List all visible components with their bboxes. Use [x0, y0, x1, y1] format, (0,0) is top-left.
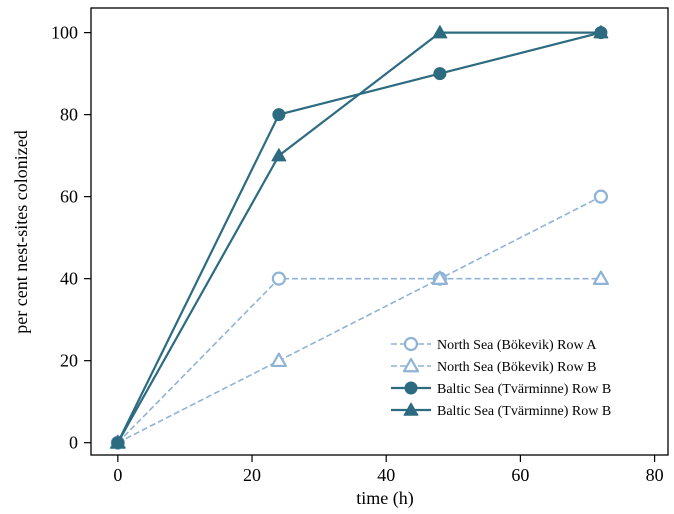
- x-tick-label: 80: [646, 465, 664, 485]
- x-tick-label: 20: [243, 465, 261, 485]
- x-axis-ticks: 0 20 40 60 80: [113, 455, 664, 485]
- y-tick-label: 100: [51, 23, 78, 43]
- y-tick-label: 20: [60, 351, 78, 371]
- y-axis-ticks: 0 20 40 60 80 100: [51, 23, 91, 453]
- data-point: [272, 108, 286, 122]
- legend-swatch-marker: [403, 402, 419, 416]
- data-point: [432, 25, 448, 39]
- y-tick-label: 80: [60, 105, 78, 125]
- x-axis-label: time (h): [356, 488, 413, 509]
- legend-label: Baltic Sea (Tvärminne) Row B: [437, 404, 611, 419]
- legend-label: North Sea (Bökevik) Row A: [437, 338, 597, 353]
- series-layer: [109, 25, 610, 450]
- legend-label: Baltic Sea (Tvärminne) Row B: [437, 382, 611, 397]
- legend: North Sea (Bökevik) Row A North Sea (Böke…: [391, 336, 611, 419]
- y-tick-label: 60: [60, 187, 78, 207]
- y-tick-label: 0: [69, 433, 78, 453]
- data-point: [592, 270, 610, 286]
- series-line: [117, 277, 601, 444]
- plot-frame: [90, 7, 669, 456]
- data-point: [110, 435, 126, 449]
- y-tick-label: 40: [60, 269, 78, 289]
- legend-label: North Sea (Bökevik) Row B: [437, 360, 596, 375]
- data-point: [593, 189, 609, 204]
- x-tick-label: 0: [113, 465, 122, 485]
- legend-swatch-marker: [404, 381, 418, 395]
- data-point: [271, 148, 287, 162]
- data-point: [270, 352, 287, 368]
- data-point: [433, 67, 447, 81]
- series-line: [116, 31, 601, 444]
- legend-swatch-marker: [402, 357, 420, 373]
- data-point: [271, 271, 286, 286]
- data-point: [431, 270, 448, 286]
- series-3: [110, 25, 609, 449]
- data-point: [593, 25, 609, 39]
- legend-swatch-marker: [403, 336, 419, 352]
- x-tick-label: 60: [511, 465, 529, 485]
- x-tick-label: 40: [377, 465, 395, 485]
- series-line: [117, 195, 602, 444]
- y-axis-label: per cent nest-sites colonized: [11, 130, 31, 333]
